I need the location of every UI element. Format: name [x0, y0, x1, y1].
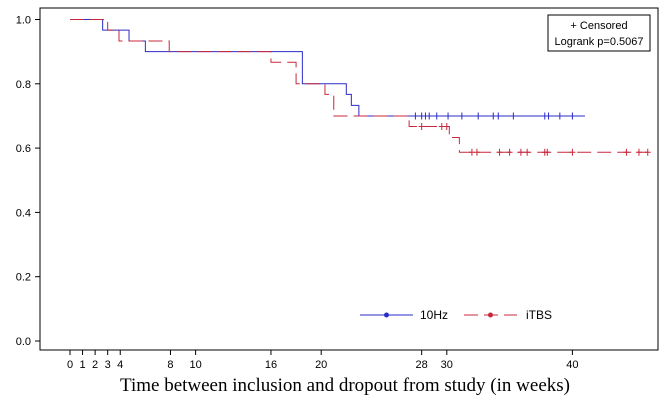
x-tick-label: 10 — [189, 359, 201, 371]
censor-mark-10hz — [495, 112, 502, 120]
censor-mark-10hz — [445, 112, 452, 120]
x-tick-label: 0 — [67, 359, 73, 371]
censor-mark-10hz — [412, 112, 419, 120]
censor-mark-10hz — [510, 112, 517, 120]
x-tick-label: 2 — [92, 359, 98, 371]
legend-label-itbs: iTBS — [526, 308, 552, 322]
censor-mark-10hz — [556, 112, 563, 120]
censor-mark-itbs — [524, 148, 531, 156]
survival-curve-10hz — [70, 19, 585, 117]
censor-mark-10hz — [433, 112, 440, 120]
censor-mark-itbs — [544, 148, 551, 156]
y-tick-label: 0.4 — [16, 207, 31, 219]
legend-label-10hz: 10Hz — [420, 308, 448, 322]
x-tick-label: 4 — [117, 359, 123, 371]
survival-curve-itbs — [70, 19, 648, 153]
y-tick-label: 0.0 — [16, 336, 31, 348]
x-axis-label: Time between inclusion and dropout from … — [120, 375, 570, 396]
x-tick-label: 20 — [315, 359, 327, 371]
censor-mark-10hz — [475, 112, 482, 120]
censor-mark-10hz — [490, 112, 497, 120]
y-tick-label: 0.6 — [16, 143, 31, 155]
x-tick-label: 40 — [566, 359, 578, 371]
legend: 10Hz iTBS — [360, 308, 552, 322]
y-tick-label: 0.8 — [16, 79, 31, 91]
x-tick-label: 8 — [167, 359, 173, 371]
censor-mark-itbs — [438, 123, 445, 131]
series-layer — [70, 19, 651, 156]
censor-mark-itbs — [418, 123, 425, 131]
censor-mark-10hz — [458, 112, 465, 120]
plot-frame — [39, 7, 659, 351]
censor-mark-10hz — [569, 112, 576, 120]
censor-mark-itbs — [644, 148, 651, 156]
censor-mark-10hz — [545, 112, 552, 120]
annotation-frame — [547, 14, 651, 52]
legend-marker-10hz — [384, 312, 389, 318]
censor-mark-itbs — [443, 123, 450, 131]
censor-mark-10hz — [426, 112, 433, 120]
y-tick-label: 1.0 — [16, 15, 31, 27]
logrank-note: Logrank p=0.5067 — [555, 36, 644, 48]
censor-mark-itbs — [506, 148, 513, 156]
x-tick-label: 16 — [265, 359, 277, 371]
censor-mark-itbs — [517, 148, 524, 156]
censor-mark-itbs — [473, 148, 480, 156]
y-tick-label: 0.2 — [16, 272, 31, 284]
censor-mark-itbs — [635, 148, 642, 156]
x-tick-label: 28 — [416, 359, 428, 371]
x-tick-label: 1 — [79, 359, 85, 371]
censor-mark-itbs — [496, 148, 503, 156]
censor-mark-itbs — [569, 148, 576, 156]
x-tick-label: 30 — [441, 359, 453, 371]
x-axis: 0 1 2 3 4 8 10 16 20 28 30 40 — [67, 350, 579, 371]
y-axis: 0.0 0.2 0.4 0.6 0.8 1.0 — [16, 15, 40, 348]
annotation-box: + Censored Logrank p=0.5067 — [547, 14, 651, 52]
legend-marker-itbs — [488, 312, 493, 318]
x-tick-label: 3 — [105, 359, 111, 371]
censor-mark-itbs — [468, 148, 475, 156]
censored-note: + Censored — [570, 20, 627, 32]
censor-mark-itbs — [623, 148, 630, 156]
